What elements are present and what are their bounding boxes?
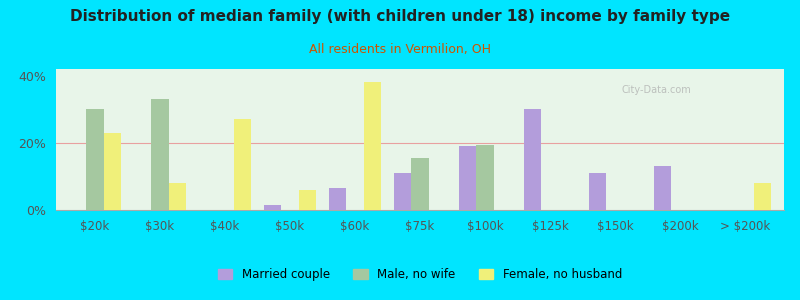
Bar <box>264 205 282 210</box>
Bar <box>476 145 494 210</box>
Bar <box>234 119 251 210</box>
Text: All residents in Vermilion, OH: All residents in Vermilion, OH <box>309 44 491 56</box>
Bar <box>364 82 382 210</box>
Bar <box>104 133 122 210</box>
Text: Distribution of median family (with children under 18) income by family type: Distribution of median family (with chil… <box>70 9 730 24</box>
Bar <box>654 167 671 210</box>
Bar <box>329 188 346 210</box>
Bar <box>458 146 476 210</box>
Text: City-Data.com: City-Data.com <box>621 85 691 95</box>
Bar <box>411 158 429 210</box>
Bar <box>394 173 411 210</box>
Legend: Married couple, Male, no wife, Female, no husband: Married couple, Male, no wife, Female, n… <box>214 263 626 286</box>
Bar <box>169 183 186 210</box>
Bar <box>86 109 104 210</box>
Bar <box>754 183 771 210</box>
Bar <box>298 190 316 210</box>
Bar <box>589 173 606 210</box>
Bar <box>524 109 542 210</box>
Bar <box>151 99 169 210</box>
